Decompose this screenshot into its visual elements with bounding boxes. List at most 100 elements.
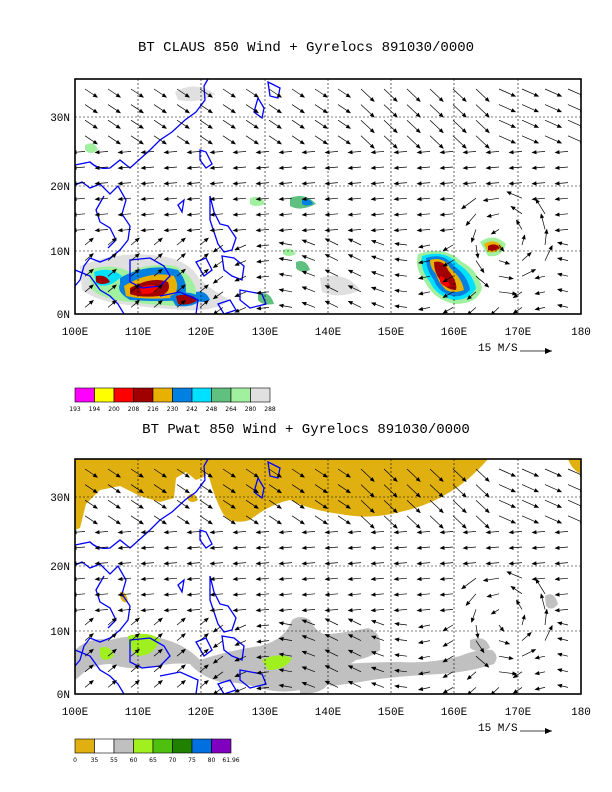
- wind-vector-head: [157, 253, 163, 258]
- wind-vector-head: [212, 247, 218, 253]
- wind-vector-head: [157, 237, 163, 243]
- wind-vector-head: [486, 213, 492, 218]
- wind-vector: [75, 197, 86, 200]
- wind-vector-head: [232, 228, 238, 233]
- top-axis-ticks: 100E 110E 120E 130E 140E 150E 160E 170E 180 0N 10N…: [50, 113, 591, 339]
- wind-vector-head: [508, 165, 514, 170]
- wind-vector-head: [345, 519, 351, 525]
- wind-vector-head: [540, 593, 545, 599]
- y-tick-label: 30N: [50, 113, 70, 125]
- wind-vector-head: [369, 492, 375, 498]
- wind-vector-head: [255, 150, 261, 155]
- wind-vector-head: [370, 165, 376, 170]
- wind-vector-head: [556, 488, 563, 493]
- wind-vector-head: [209, 592, 215, 597]
- wind-vector-head: [301, 592, 307, 597]
- wind-vector-head: [499, 246, 505, 252]
- wind-vector-head: [392, 523, 398, 529]
- wind-vector-head: [278, 257, 284, 262]
- wind-vector-head: [510, 205, 516, 211]
- wind-vector-head: [484, 477, 490, 482]
- wind-vector-head: [88, 679, 94, 685]
- wind-vector-head: [209, 165, 215, 170]
- colorbar-label: 280: [245, 406, 257, 413]
- wind-vector-head: [531, 545, 537, 550]
- wind-vector-head: [485, 530, 491, 535]
- wind-vector-head: [345, 488, 351, 494]
- wind-vector-head: [278, 288, 284, 293]
- colorbar-swatch: [94, 738, 115, 754]
- wind-vector-head: [417, 244, 424, 249]
- wind-vector-head: [521, 614, 526, 620]
- wind-vector-head: [278, 545, 284, 550]
- wind-vector-head: [234, 672, 240, 677]
- wind-vector-head: [512, 291, 518, 296]
- wind-vector-head: [324, 592, 330, 597]
- wind-vector-head: [439, 196, 445, 202]
- wind-vector-head: [163, 561, 169, 566]
- colorbar-label: 208: [128, 406, 140, 413]
- x-tick-label: 150E: [378, 707, 405, 719]
- wind-vector-head: [370, 635, 377, 640]
- wind-vector-head: [530, 269, 537, 274]
- wind-vector-head: [88, 617, 94, 623]
- wind-vector-head: [186, 561, 192, 566]
- wind-vector-head: [462, 530, 468, 535]
- wind-vector-head: [207, 473, 213, 478]
- x-tick-label: 130E: [252, 327, 279, 339]
- wind-vector-head: [534, 306, 540, 311]
- wind-vector-head: [186, 545, 192, 550]
- wind-vector-head: [510, 503, 517, 508]
- wind-vector-head: [370, 181, 376, 186]
- x-tick-label: 100E: [62, 327, 89, 339]
- wind-vector-head: [301, 576, 307, 582]
- wind-vector-head: [111, 679, 117, 685]
- wind-vector-head: [276, 504, 282, 509]
- wind-vector-head: [510, 585, 516, 591]
- wind-vector-head: [347, 300, 354, 306]
- wind-vector-head: [347, 228, 353, 233]
- wind-vector-head: [88, 299, 94, 305]
- wind-vector-head: [278, 272, 284, 277]
- wind-vector-head: [347, 269, 354, 274]
- wind-vector-head: [230, 504, 236, 509]
- wind-vector-head: [416, 545, 422, 550]
- wind-vector-head: [370, 255, 377, 260]
- wind-vector-head: [556, 272, 563, 277]
- wind-vector-head: [94, 576, 100, 582]
- wind-vector-head: [516, 219, 521, 225]
- wind-vector-head: [554, 561, 560, 566]
- wind-vector-head: [416, 530, 422, 535]
- wind-vector-head: [392, 143, 398, 149]
- wind-vector-head: [461, 523, 467, 529]
- wind-vector-head: [140, 608, 146, 613]
- wind-vector-head: [301, 150, 307, 155]
- y-tick-label: 0N: [57, 310, 70, 322]
- wind-vector-head: [207, 108, 213, 114]
- wind-vector-head: [485, 181, 491, 186]
- wind-vector-head: [479, 267, 485, 274]
- wind-vector-head: [554, 212, 560, 217]
- wind-vector-head: [256, 259, 262, 264]
- wind-vector-head: [161, 93, 167, 98]
- top-wind-vectors: [75, 88, 581, 314]
- wind-vector-head: [322, 139, 328, 145]
- wind-vector-head: [117, 592, 123, 597]
- wind-vector-head: [535, 578, 540, 584]
- wind-vector-head: [180, 633, 186, 638]
- wind-vector-head: [479, 647, 485, 654]
- wind-vector-head: [484, 508, 490, 514]
- wind-vector-head: [161, 108, 167, 114]
- wind-vector-head: [416, 196, 422, 202]
- wind-vector-head: [322, 519, 328, 525]
- wind-vector-head: [94, 150, 100, 155]
- wind-vector-head: [207, 519, 213, 525]
- wind-vector: [567, 499, 581, 507]
- wind-vector-head: [115, 124, 121, 129]
- wind-vector: [75, 562, 86, 564]
- wind-vector-head: [186, 181, 192, 186]
- wind-vector-head: [461, 112, 467, 118]
- wind-vector-head: [461, 584, 467, 590]
- wind-vector-head: [140, 228, 146, 233]
- x-tick-label: 160E: [441, 327, 468, 339]
